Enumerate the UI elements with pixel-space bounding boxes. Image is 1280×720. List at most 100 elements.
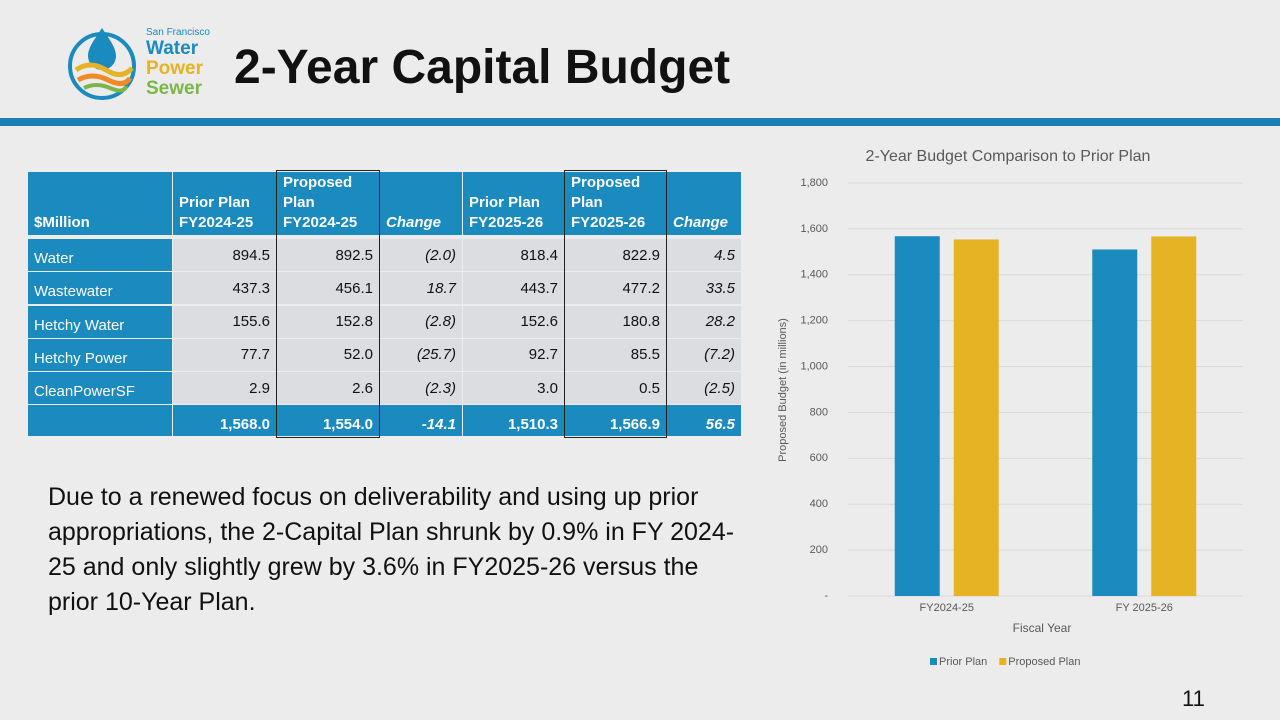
header-line: Prior Plan [469,194,540,211]
table-cell: 33.5 [667,272,741,305]
y-tick-label: 1,600 [800,223,828,235]
column-header: Prior Plan FY2024-25 [173,172,276,235]
bar [953,239,999,596]
header-rule [0,118,1280,126]
row-label: CleanPowerSF [28,372,172,405]
bar [894,236,940,596]
column-header: Proposed Plan FY2024-25 [277,172,379,235]
column-outline [276,170,380,438]
table-cell: (2.0) [380,239,462,271]
header-line: Plan [571,194,603,211]
header-line: Change [386,214,442,231]
chart-title: 2-Year Budget Comparison to Prior Plan [866,148,1151,165]
legend-label: Prior Plan [939,656,987,668]
table-cell: 155.6 [173,305,276,338]
table-cell: 77.7 [173,338,276,371]
header: San Francisco Water Power Sewer 2-Year C… [0,0,1280,118]
summary-paragraph: Due to a renewed focus on deliverability… [48,483,735,616]
row-label: Hetchy Power [28,338,172,371]
legend-swatch [930,658,937,665]
header-line: FY2025-26 [469,214,544,231]
table-cell: (25.7) [380,338,462,371]
bar [1151,236,1197,596]
x-tick-label: FY2024-25 [920,602,974,614]
table-cell: 85.5 [565,338,666,371]
total-cell: 1,554.0 [277,405,379,436]
header-line: $Million [34,214,90,231]
header-line: Proposed [283,174,353,191]
table-cell: 92.7 [463,338,564,371]
table-cell: 892.5 [277,239,379,271]
table-cell: 180.8 [565,305,666,338]
total-cell: -14.1 [380,405,462,436]
table-cell: 0.5 [565,372,666,405]
table-cell: 437.3 [173,272,276,305]
page-number: 11 [1182,686,1205,711]
header-line: FY2024-25 [283,214,358,231]
row-label: Hetchy Water [28,305,172,338]
legend-label: Proposed Plan [1008,656,1080,668]
x-tick-label: FY 2025-26 [1116,602,1173,614]
logo-line: Sewer [146,78,202,99]
total-cell: 1,510.3 [463,405,564,436]
header-line: Proposed [571,174,641,191]
table-cell: (2.5) [667,372,741,405]
header-line: Change [673,214,729,231]
table-cell: 443.7 [463,272,564,305]
table-cell: 152.8 [277,305,379,338]
y-tick-label: - [824,590,828,602]
y-tick-label: 1,200 [800,315,828,327]
row-label: Water [28,239,172,271]
column-header: Change [667,172,741,235]
column-header: $Million [28,172,172,235]
x-axis-label: Fiscal Year [1013,621,1072,635]
table-cell: 52.0 [277,338,379,371]
table-cell: 477.2 [565,272,666,305]
slide-title: 2-Year Capital Budget [234,41,731,94]
table-cell: (7.2) [667,338,741,371]
bar [1092,249,1138,596]
total-label-cell [28,405,172,436]
table-cell: 456.1 [277,272,379,305]
y-tick-label: 1,000 [800,360,828,372]
y-axis-label: Proposed Budget (in millions) [777,318,789,462]
column-outline [564,170,667,438]
total-cell: 56.5 [667,405,741,436]
y-tick-label: 600 [810,452,828,464]
header-line: Prior Plan [179,194,250,211]
logo-line: San Francisco [146,27,210,38]
column-header: Change [380,172,462,235]
header-line: Plan [283,194,315,211]
y-tick-label: 1,400 [800,269,828,281]
y-tick-label: 200 [810,544,828,556]
y-tick-label: 800 [810,406,828,418]
row-label: Wastewater [28,272,172,305]
table-cell: (2.8) [380,305,462,338]
column-header: Proposed Plan FY2025-26 [565,172,666,235]
y-tick-label: 1,800 [800,177,828,189]
table-cell: 2.9 [173,372,276,405]
table-cell: 28.2 [667,305,741,338]
table-cell: (2.3) [380,372,462,405]
table-cell: 818.4 [463,239,564,271]
logo-text: San Francisco Water Power Sewer [146,27,210,99]
table-cell: 2.6 [277,372,379,405]
table-cell: 3.0 [463,372,564,405]
table-cell: 894.5 [173,239,276,271]
table-cell: 152.6 [463,305,564,338]
header-line: FY2024-25 [179,214,254,231]
table-cell: 18.7 [380,272,462,305]
header-line: FY2025-26 [571,214,646,231]
logo-line: Power [146,58,204,79]
table-cell: 4.5 [667,239,741,271]
total-cell: 1,568.0 [173,405,276,436]
total-cell: 1,566.9 [565,405,666,436]
logo-line: Water [146,38,199,59]
column-header: Prior Plan FY2025-26 [463,172,564,235]
y-tick-label: 400 [810,498,828,510]
table-cell: 822.9 [565,239,666,271]
logo-icon [68,28,136,100]
legend-swatch [999,658,1007,665]
